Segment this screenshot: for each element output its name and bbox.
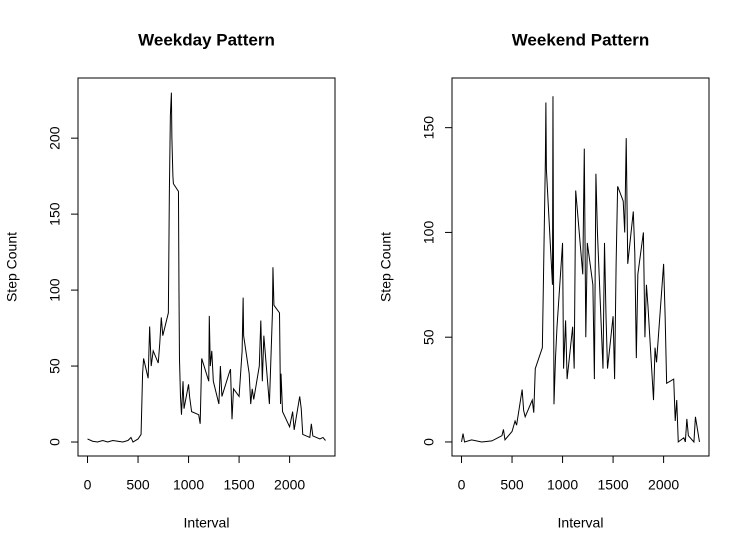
chart-title: Weekend Pattern: [512, 30, 650, 49]
x-tick-label: 2000: [648, 477, 679, 493]
y-tick-label: 150: [421, 116, 437, 140]
y-tick-label: 100: [421, 221, 437, 245]
data-line: [87, 92, 326, 443]
y-tick-label: 50: [47, 358, 63, 374]
y-tick-label: 150: [47, 202, 63, 226]
y-tick-label: 50: [421, 329, 437, 345]
x-axis-label: Interval: [558, 515, 604, 531]
x-tick-label: 500: [126, 477, 150, 493]
y-tick-label: 0: [421, 438, 437, 446]
data-line: [461, 96, 700, 444]
x-tick-label: 0: [458, 477, 466, 493]
plot-frame: [451, 77, 710, 457]
x-tick-label: 0: [84, 477, 92, 493]
x-tick-label: 1500: [224, 477, 255, 493]
x-tick-label: 1000: [547, 477, 578, 493]
y-tick-label: 0: [47, 438, 63, 446]
x-tick-label: 1500: [598, 477, 629, 493]
x-axis-label: Interval: [184, 515, 230, 531]
y-tick-label: 200: [47, 126, 63, 150]
y-axis-label: Step Count: [4, 232, 20, 302]
y-tick-label: 100: [47, 278, 63, 302]
x-tick-label: 1000: [173, 477, 204, 493]
chart-title: Weekday Pattern: [138, 30, 275, 49]
x-tick-label: 500: [500, 477, 524, 493]
x-tick-label: 2000: [274, 477, 305, 493]
y-axis-label: Step Count: [378, 232, 394, 302]
plot-frame: [77, 77, 336, 457]
